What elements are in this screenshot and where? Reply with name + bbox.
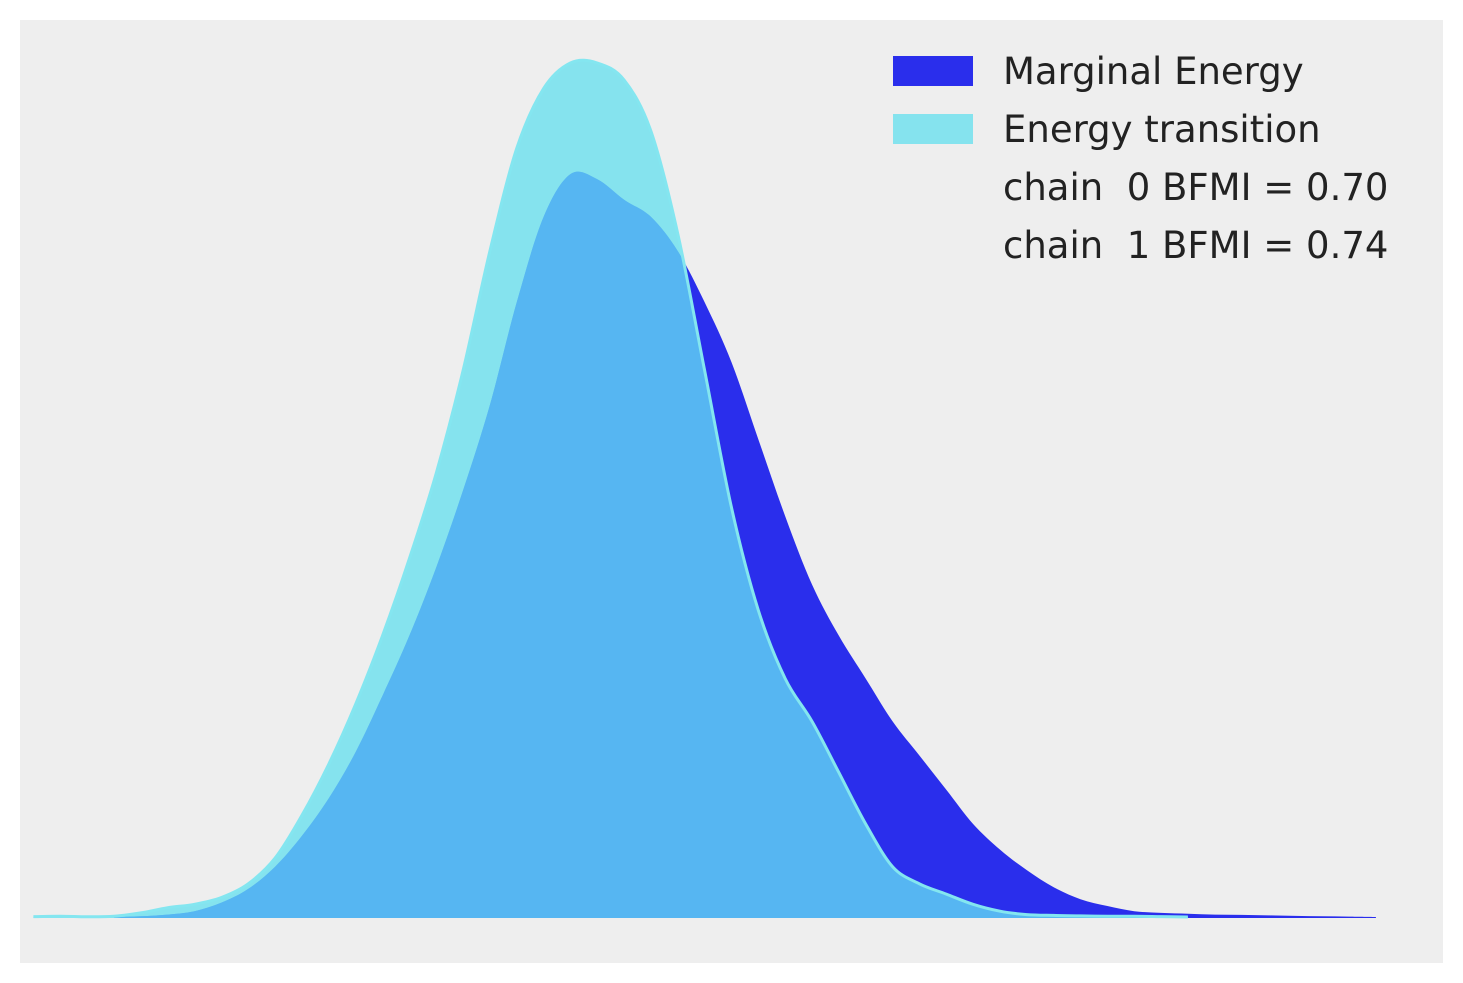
legend: Marginal Energy Energy transition chain … — [893, 50, 1388, 267]
legend-swatch-energy-transition — [893, 114, 973, 144]
energy-transition-outline — [33, 58, 1188, 919]
legend-label-marginal-energy: Marginal Energy — [1003, 50, 1304, 93]
legend-note-chain-0-bfmi: chain 0 BFMI = 0.70 — [1003, 166, 1388, 209]
legend-label-energy-transition: Energy transition — [1003, 108, 1321, 151]
overlap-area — [114, 171, 1188, 918]
legend-swatch-marginal-energy — [893, 56, 973, 86]
legend-note-chain-1-bfmi: chain 1 BFMI = 0.74 — [1003, 224, 1388, 267]
